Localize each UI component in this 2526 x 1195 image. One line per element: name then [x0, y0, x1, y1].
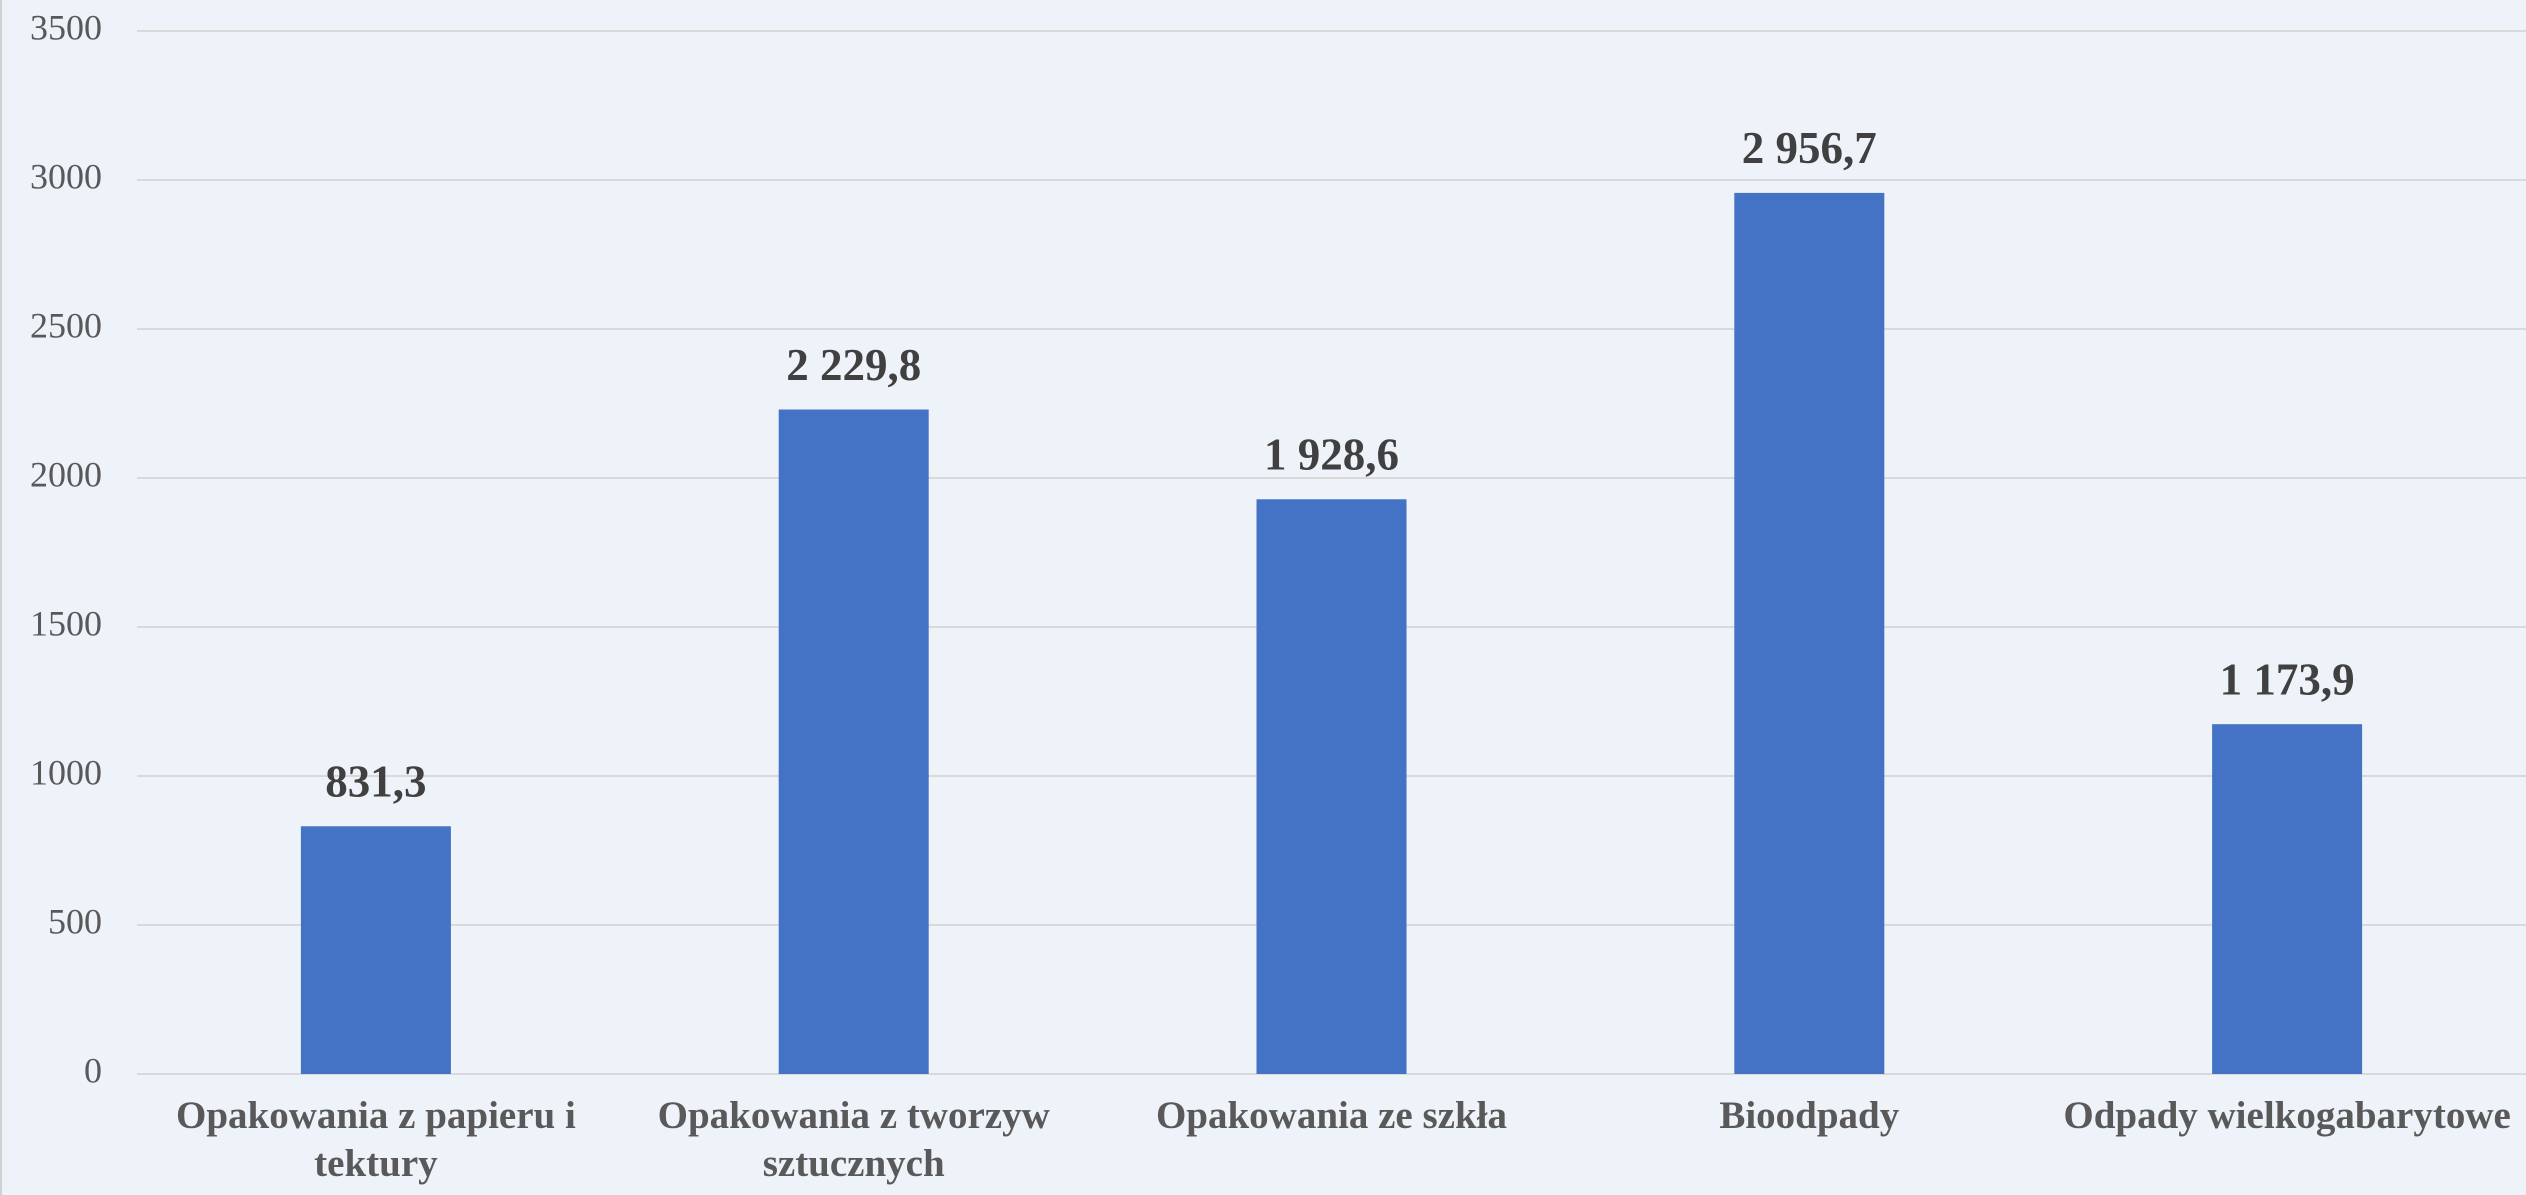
value-label: 2 956,7	[1742, 123, 1877, 173]
bar	[1256, 499, 1407, 1074]
y-tick-label: 3500	[30, 7, 102, 47]
y-tick-label: 2500	[30, 305, 102, 345]
x-tick-label: Odpady wielkogabarytowe	[2063, 1094, 2511, 1137]
x-tick-label: Opakowania ze szkła	[1155, 1094, 1508, 1137]
y-tick-label: 3000	[30, 156, 102, 196]
bar	[778, 409, 929, 1074]
x-tick-label: Opakowania z tworzyw sztucznych	[657, 1094, 1050, 1185]
bar	[2212, 724, 2363, 1074]
y-tick-label: 1500	[30, 603, 102, 643]
y-tick-label: 1000	[30, 752, 102, 792]
value-label: 2 229,8	[786, 340, 921, 390]
y-tick-label: 2000	[30, 454, 102, 494]
bar	[1734, 192, 1885, 1075]
value-label: 1 173,9	[2220, 655, 2355, 705]
x-tick-label: Bioodpady	[1719, 1094, 1900, 1137]
bar	[300, 826, 451, 1074]
x-tick-label: Opakowania z papieru i tektury	[175, 1094, 576, 1185]
y-tick-label: 500	[48, 901, 102, 941]
y-tick-label: 0	[84, 1050, 102, 1090]
value-label: 1 928,6	[1264, 430, 1399, 480]
value-label: 831,3	[325, 757, 426, 807]
